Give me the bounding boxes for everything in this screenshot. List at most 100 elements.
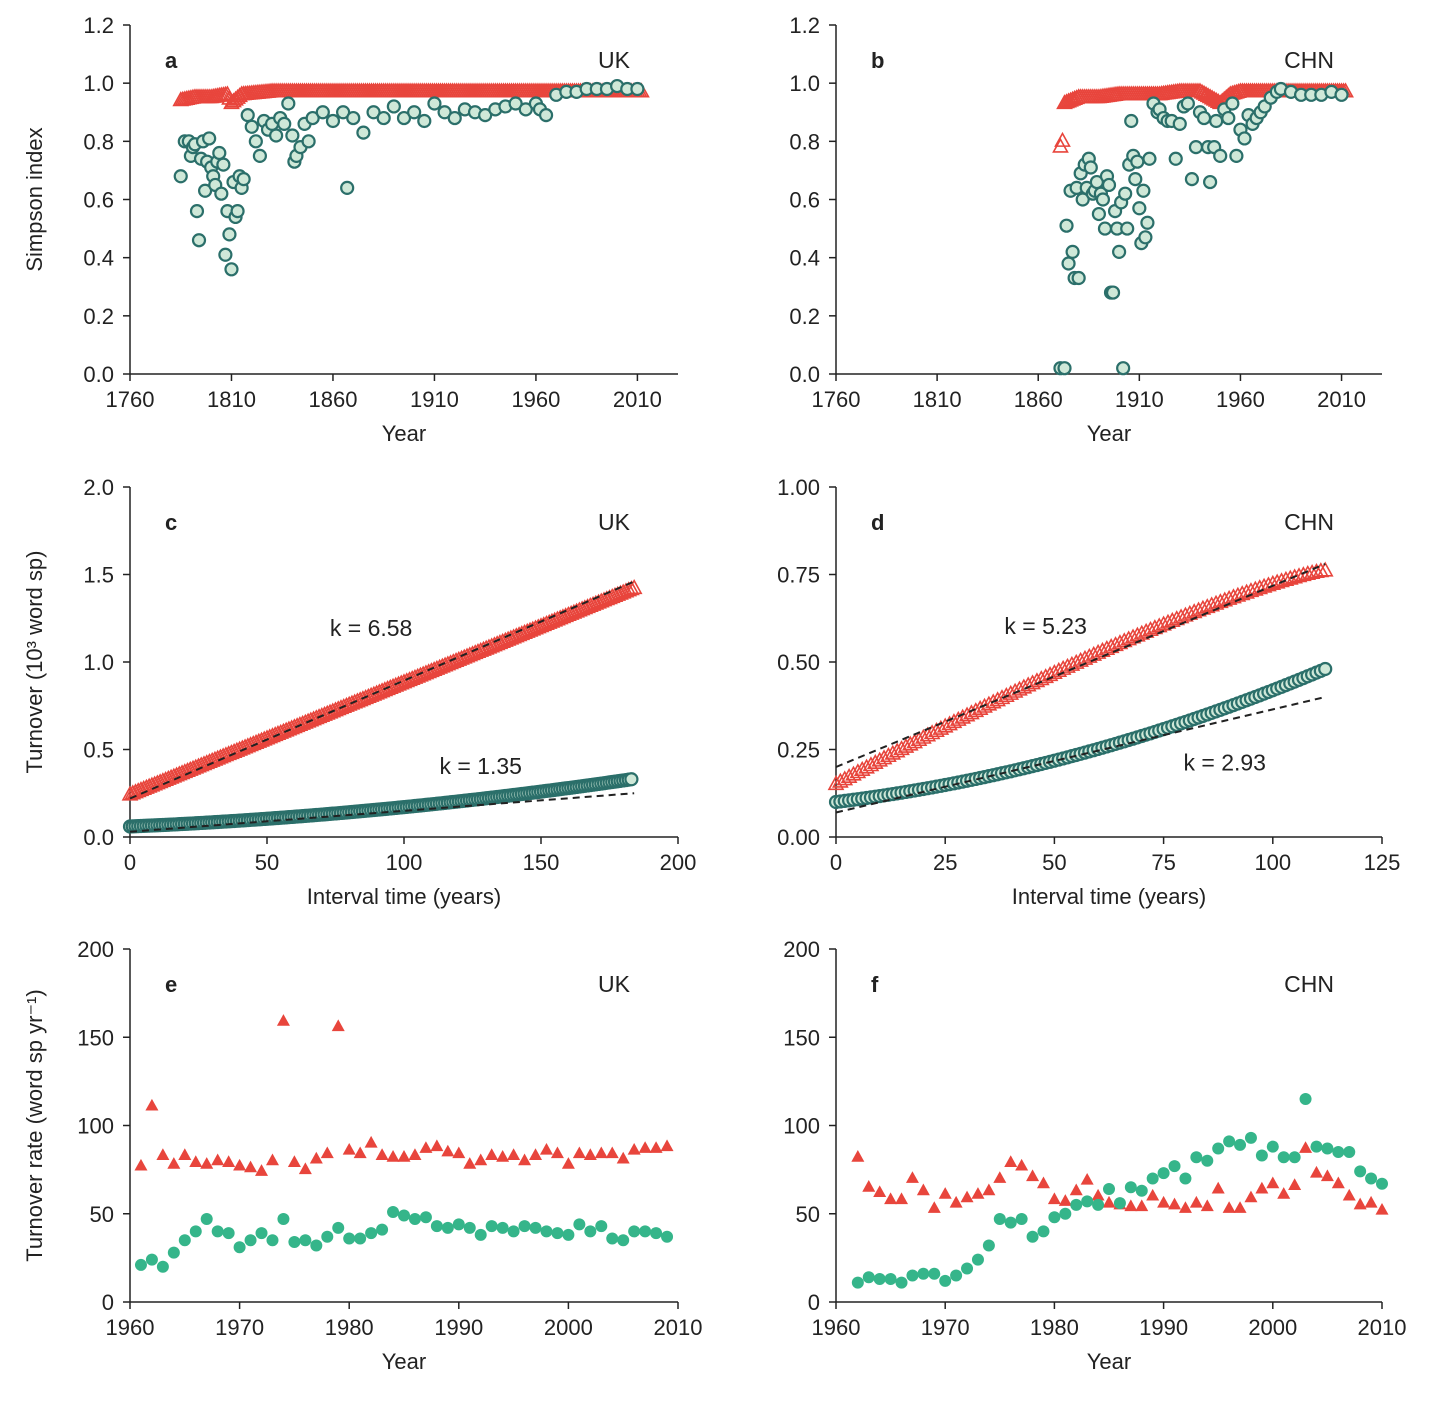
triangle-point xyxy=(298,1162,312,1175)
triangle-point xyxy=(1277,1187,1291,1199)
y-axis-label: Turnover rate (word sp yr⁻¹) xyxy=(22,989,47,1261)
k-annotation: k = 1.35 xyxy=(439,753,521,779)
x-tick-label: 1910 xyxy=(410,387,459,412)
circle-point xyxy=(1120,221,1135,236)
x-tick-label: 0 xyxy=(830,850,842,875)
circle-point xyxy=(134,1258,147,1271)
circle-point xyxy=(332,1221,345,1234)
circle-point xyxy=(1196,110,1212,126)
circle-point xyxy=(202,131,217,146)
triangle-point xyxy=(1058,1194,1072,1206)
circle-point xyxy=(1299,1093,1312,1106)
y-tick-label: 0.50 xyxy=(777,650,820,675)
circle-point xyxy=(212,145,227,161)
panel-label: f xyxy=(871,972,879,997)
circle-point xyxy=(1116,361,1131,376)
circle-point xyxy=(1179,1172,1192,1185)
circle-point xyxy=(529,1221,542,1234)
circle-point xyxy=(1101,177,1117,193)
triangle-point xyxy=(1015,1158,1029,1171)
y-tick-label: 0.00 xyxy=(777,825,820,850)
triangle-point xyxy=(1157,1195,1171,1208)
triangle-point xyxy=(1364,1195,1378,1208)
circle-point xyxy=(507,1225,520,1238)
x-tick-label: 50 xyxy=(255,850,279,875)
circle-point xyxy=(508,96,523,111)
circle-point xyxy=(189,1225,202,1238)
circle-point xyxy=(1203,174,1218,190)
circle-point xyxy=(236,172,251,187)
y-tick-label: 2.0 xyxy=(83,475,114,500)
x-tick-label: 1990 xyxy=(434,1315,483,1340)
circle-point xyxy=(617,1234,630,1247)
x-tick-label: 1810 xyxy=(913,387,962,412)
circle-point xyxy=(437,105,452,120)
circle-point xyxy=(1172,116,1187,131)
circle-point xyxy=(336,105,351,120)
circle-point xyxy=(1138,230,1153,245)
triangle-point xyxy=(1288,1178,1302,1190)
x-axis-label: Year xyxy=(382,1349,426,1374)
circle-point xyxy=(233,1241,246,1254)
triangle-point xyxy=(572,1146,586,1159)
circle-point xyxy=(1071,270,1086,286)
triangle-point xyxy=(620,581,638,597)
panel-label: e xyxy=(165,972,177,997)
circle-point xyxy=(1168,1160,1181,1173)
triangle-point xyxy=(1199,87,1217,103)
panel-label: d xyxy=(871,510,884,535)
circle-point xyxy=(301,134,316,149)
circle-point xyxy=(1105,285,1121,300)
triangle-point xyxy=(1309,1165,1323,1178)
y-tick-label: 0.6 xyxy=(83,188,114,213)
triangle-point xyxy=(463,1157,477,1169)
circle-point xyxy=(1103,1183,1115,1196)
triangle-point xyxy=(605,1146,619,1159)
x-tick-label: 1760 xyxy=(812,387,861,412)
x-tick-label: 1960 xyxy=(106,1315,155,1340)
y-tick-label: 0.2 xyxy=(83,304,114,329)
triangle-point xyxy=(1205,90,1223,106)
panel-label: c xyxy=(165,510,177,535)
y-tick-label: 0.25 xyxy=(777,738,820,763)
triangle-point xyxy=(1146,1188,1160,1201)
circle-point xyxy=(551,1227,564,1240)
triangle-point xyxy=(408,1148,422,1160)
circle-point xyxy=(540,1225,553,1238)
triangle-point xyxy=(993,1171,1007,1183)
triangle-point xyxy=(623,580,640,596)
circle-point xyxy=(430,1220,443,1233)
y-tick-label: 0.2 xyxy=(789,304,820,329)
triangle-point xyxy=(938,1187,952,1199)
triangle-point xyxy=(971,1187,985,1199)
x-tick-label: 0 xyxy=(124,850,136,875)
circle-point xyxy=(1070,1198,1083,1211)
triangle-point xyxy=(1375,1202,1389,1215)
triangle-point xyxy=(561,1157,575,1169)
triangle-point xyxy=(1203,89,1221,105)
fit-line xyxy=(129,580,635,800)
y-tick-label: 0.0 xyxy=(789,362,820,387)
circle-point xyxy=(1225,96,1240,111)
triangle-point xyxy=(550,1146,564,1159)
circle-point xyxy=(321,1230,334,1243)
circle-point xyxy=(1128,172,1143,187)
triangle-point xyxy=(1102,1195,1116,1208)
panel-c: 0.0 0.5 1.0 1.5 2.0 0 50 100 150 200 Interval time… xyxy=(22,475,696,909)
circle-point xyxy=(630,81,645,97)
y-tick-label: 50 xyxy=(90,1202,114,1227)
circle-point xyxy=(356,125,371,140)
triangle-point xyxy=(905,1171,919,1183)
triangle-point xyxy=(386,1150,400,1162)
circle-point xyxy=(485,1220,498,1233)
triangle-point xyxy=(649,1141,663,1153)
circle-point xyxy=(167,1246,180,1259)
circle-point xyxy=(1004,1216,1017,1229)
circle-point xyxy=(277,116,292,131)
circle-point xyxy=(1334,87,1349,102)
y-tick-label: 0.4 xyxy=(789,246,820,271)
y-tick-label: 50 xyxy=(796,1202,820,1227)
circle-point xyxy=(244,1234,257,1247)
circle-point xyxy=(340,180,355,195)
x-tick-label: 1970 xyxy=(921,1315,970,1340)
